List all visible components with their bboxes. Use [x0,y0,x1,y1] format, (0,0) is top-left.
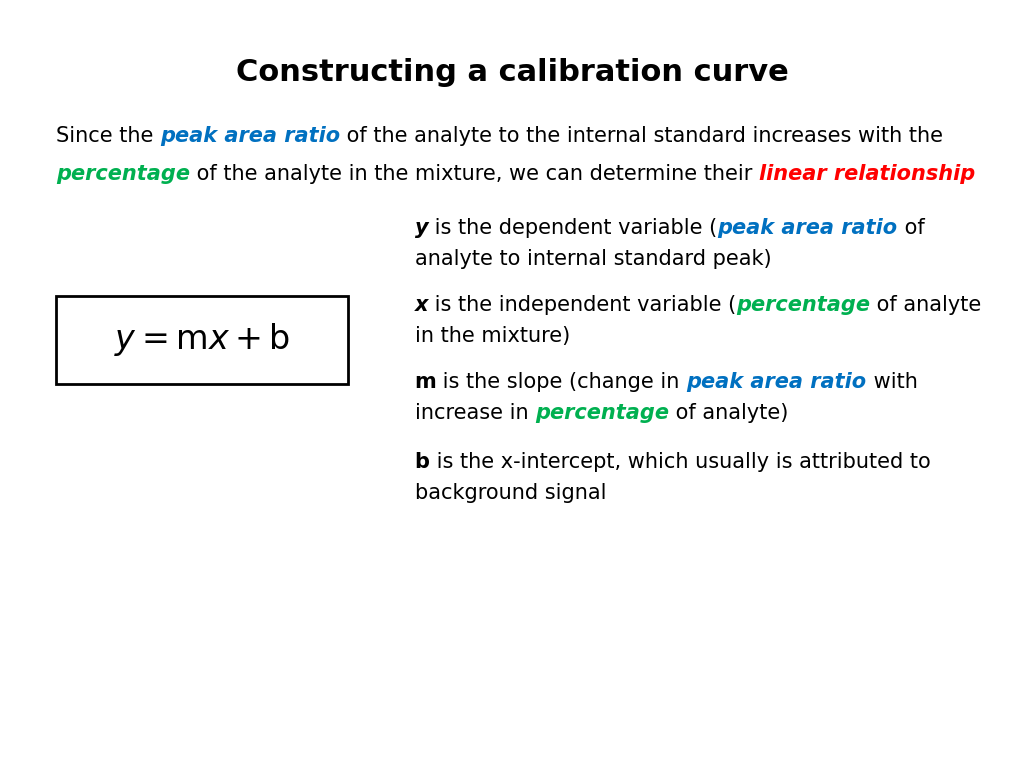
Text: of the analyte in the mixture, we can determine their: of the analyte in the mixture, we can de… [190,164,760,184]
Text: background signal: background signal [415,483,606,503]
Text: $y = \mathrm{m}x + \mathrm{b}$: $y = \mathrm{m}x + \mathrm{b}$ [114,321,291,359]
Text: y: y [415,218,428,238]
Text: increase in: increase in [415,402,535,422]
Text: is the dependent variable (: is the dependent variable ( [428,218,718,238]
Text: is the independent variable (: is the independent variable ( [428,295,736,315]
Text: m: m [415,372,436,392]
Text: of the analyte to the internal standard increases with the: of the analyte to the internal standard … [340,126,943,146]
Text: in the mixture): in the mixture) [415,326,570,346]
Text: with: with [866,372,918,392]
Text: peak area ratio: peak area ratio [718,218,898,238]
Text: is the x-intercept, which usually is attributed to: is the x-intercept, which usually is att… [430,452,931,472]
Text: is the slope (change in: is the slope (change in [436,372,686,392]
Text: b: b [415,452,430,472]
Text: of analyte): of analyte) [669,402,788,422]
Text: percentage: percentage [56,164,190,184]
Text: of analyte: of analyte [870,295,982,315]
Text: x: x [415,295,428,315]
Text: peak area ratio: peak area ratio [686,372,866,392]
Text: percentage: percentage [535,402,669,422]
Text: percentage: percentage [736,295,870,315]
Text: Constructing a calibration curve: Constructing a calibration curve [236,58,788,87]
Text: of: of [898,218,925,238]
Text: linear relationship: linear relationship [760,164,976,184]
Text: analyte to internal standard peak): analyte to internal standard peak) [415,249,771,269]
Text: peak area ratio: peak area ratio [161,126,340,146]
FancyBboxPatch shape [56,296,348,384]
Text: Since the: Since the [56,126,161,146]
